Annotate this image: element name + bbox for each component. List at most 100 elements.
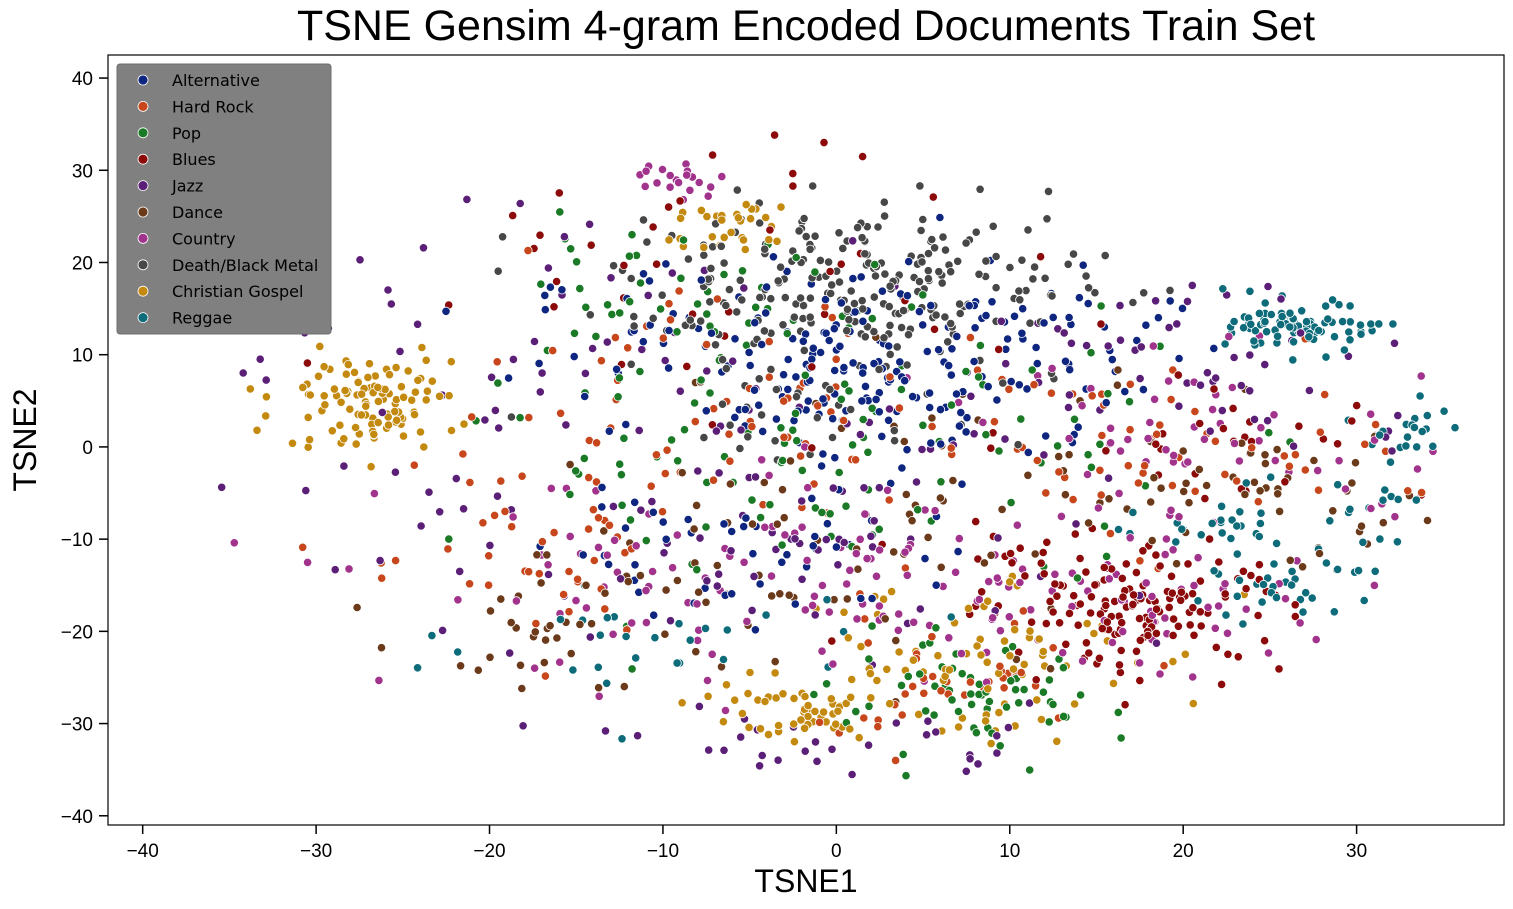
data-point — [386, 299, 396, 309]
data-point — [535, 230, 545, 240]
data-point — [1104, 574, 1114, 584]
data-point — [971, 516, 981, 527]
data-point — [1074, 293, 1085, 303]
data-point — [515, 198, 525, 209]
data-point — [1055, 618, 1065, 628]
legend-box — [116, 63, 332, 335]
data-point — [303, 412, 313, 422]
data-point — [761, 308, 771, 318]
data-point — [894, 403, 905, 413]
data-point — [747, 421, 757, 432]
data-point — [757, 750, 767, 761]
data-point — [623, 576, 633, 587]
data-point — [655, 304, 666, 314]
data-point — [922, 346, 932, 357]
data-point — [1025, 626, 1035, 636]
data-point — [935, 404, 946, 415]
data-point — [800, 746, 810, 756]
data-point — [953, 546, 963, 557]
data-point — [957, 669, 967, 679]
data-point — [252, 425, 262, 435]
data-point — [1113, 365, 1123, 375]
data-point — [542, 550, 552, 560]
x-tick-label: 10 — [999, 841, 1020, 862]
data-point — [613, 392, 623, 402]
data-point — [880, 614, 890, 624]
data-point — [1043, 186, 1054, 196]
data-point — [1173, 370, 1183, 380]
data-point — [721, 680, 732, 690]
data-point — [1235, 507, 1245, 517]
data-point — [1101, 398, 1111, 408]
data-point — [1315, 427, 1325, 437]
data-point — [490, 405, 500, 415]
data-point — [336, 397, 346, 407]
data-point — [1125, 379, 1135, 389]
data-point — [559, 232, 570, 242]
data-point — [410, 387, 420, 397]
data-point — [994, 344, 1004, 354]
data-point — [768, 252, 779, 262]
data-point — [651, 450, 662, 460]
data-point — [1323, 314, 1333, 324]
data-point — [1076, 690, 1086, 700]
data-point — [1073, 422, 1083, 432]
data-point — [885, 349, 895, 359]
data-point — [842, 579, 852, 589]
data-point — [691, 647, 701, 657]
data-point — [320, 400, 330, 410]
data-point — [1096, 301, 1106, 311]
data-point — [717, 399, 728, 409]
data-point — [353, 377, 363, 387]
data-point — [918, 320, 928, 330]
data-point — [790, 534, 800, 544]
data-point — [545, 282, 556, 292]
data-point — [1160, 549, 1170, 560]
data-point — [1199, 434, 1210, 444]
data-point — [459, 419, 469, 429]
data-point — [1393, 410, 1403, 421]
data-point — [1042, 537, 1052, 547]
data-point — [944, 360, 954, 371]
data-point — [720, 705, 731, 716]
data-point — [313, 371, 324, 381]
data-point — [1151, 628, 1162, 639]
data-point — [826, 694, 836, 704]
data-point — [1128, 599, 1138, 610]
data-point — [529, 336, 540, 347]
data-point — [736, 732, 746, 742]
data-point — [794, 226, 804, 236]
data-point — [536, 578, 546, 588]
data-point — [1375, 534, 1385, 544]
data-point — [603, 559, 614, 570]
legend-marker — [137, 206, 149, 218]
data-point — [901, 771, 911, 781]
data-point — [1118, 626, 1128, 637]
data-point — [772, 519, 782, 529]
data-point — [725, 479, 736, 489]
data-point — [827, 636, 837, 646]
data-point — [518, 721, 528, 731]
data-point — [1064, 390, 1075, 400]
data-point — [895, 357, 905, 367]
data-point — [830, 453, 840, 463]
data-point — [869, 516, 879, 526]
data-point — [593, 662, 603, 672]
data-point — [1138, 468, 1148, 478]
data-point — [1352, 400, 1362, 411]
data-point — [660, 629, 670, 639]
data-point — [706, 263, 716, 273]
data-point — [763, 729, 774, 740]
data-point — [1209, 384, 1219, 394]
data-point — [484, 551, 494, 561]
data-point — [530, 627, 540, 637]
data-point — [842, 304, 853, 314]
data-point — [1112, 380, 1123, 390]
data-point — [1169, 450, 1179, 460]
data-point — [857, 233, 867, 243]
data-point — [1030, 262, 1040, 272]
data-point — [810, 706, 820, 717]
data-point — [1220, 589, 1230, 599]
data-point — [1287, 566, 1297, 577]
data-point — [765, 225, 775, 235]
